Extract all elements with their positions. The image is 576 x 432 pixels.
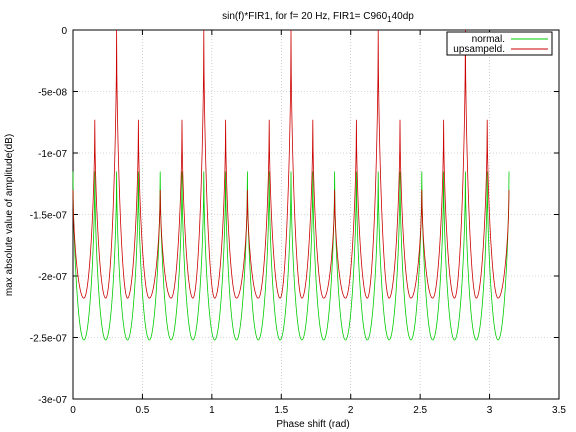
grid — [73, 30, 559, 399]
series-group — [72, 29, 510, 341]
x-tick-label: 0 — [70, 405, 76, 416]
series-line-normal — [72, 171, 510, 341]
x-axis-label: Phase shift (rad) — [276, 419, 349, 430]
series-line-upsampeld — [72, 29, 510, 299]
y-axis-label: max absolute value of amplitude(dB) — [4, 134, 15, 296]
y-tick-label: -2.5e-07 — [30, 334, 68, 345]
x-tick-label: 3.5 — [552, 405, 566, 416]
chart-title: sin(f)*FIR1, for f= 20 Hz, FIR1= C960140… — [222, 11, 414, 24]
legend-label-normal: normal. — [472, 34, 505, 45]
ticks: 0 0.5 1 1.5 2 2.5 3 3.5 0 -5e-08 -1e-07 -1.5e-07 -2e… — [30, 26, 567, 416]
y-tick-label: -1e-07 — [38, 149, 67, 160]
y-tick-label: -2e-07 — [38, 272, 67, 283]
y-tick-label: 0 — [61, 26, 67, 37]
x-tick-label: 2 — [348, 405, 354, 416]
x-tick-label: 1 — [209, 405, 215, 416]
y-tick-label: -3e-07 — [38, 395, 67, 406]
legend: normal. upsampeld. — [446, 31, 553, 56]
legend-label-upsampeld: upsampeld. — [453, 44, 505, 55]
x-tick-label: 2.5 — [413, 405, 427, 416]
y-tick-label: -1.5e-07 — [30, 211, 68, 222]
x-tick-label: 3 — [487, 405, 493, 416]
y-tick-label: -5e-08 — [38, 88, 67, 99]
x-tick-label: 0.5 — [135, 405, 149, 416]
x-tick-label: 1.5 — [274, 405, 288, 416]
